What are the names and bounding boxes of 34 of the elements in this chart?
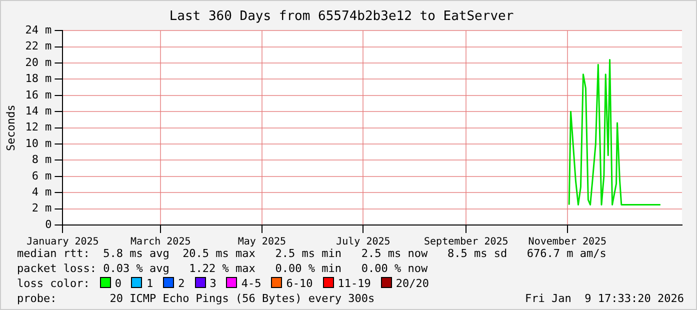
y-tick-label: 10 m [25, 136, 52, 150]
y-tick-label: 0 [45, 218, 52, 231]
x-tick-label: July 2025 [336, 236, 390, 248]
y-tick-label: 12 m [25, 120, 52, 134]
y-tick-label: 18 m [25, 72, 52, 86]
y-tick-label: 6 m [32, 169, 52, 182]
x-tick-label: May 2025 [238, 236, 286, 248]
text: 6-10 [286, 277, 313, 290]
text: 1 [146, 277, 154, 290]
text: 4-5 [241, 277, 262, 290]
text: median rtt: 5.8 ms avg 20.5 ms max 2.5 ms min 2.5 ms now 8.5 ms sd 676.7 m am/s [17, 247, 606, 260]
text: loss color: [17, 277, 90, 290]
x-tick-label: November 2025 [528, 236, 607, 248]
x-tick-label: September 2025 [424, 236, 508, 248]
text: 11-19 [338, 277, 371, 290]
text: probe: 20 ICMP Echo Pings (56 Bytes) every 300s [17, 292, 375, 305]
x-tick-label: January 2025 [26, 236, 99, 248]
y-tick-label: 22 m [25, 40, 52, 53]
y-tick-label: 24 m [25, 23, 52, 36]
y-axis-title: Seconds [4, 104, 18, 151]
text: 0 [114, 277, 122, 290]
y-tick-label: 2 m [32, 202, 52, 215]
x-tick-label: March 2025 [130, 236, 191, 248]
y-tick-label: 20 m [25, 56, 52, 69]
text: 3 [210, 277, 216, 290]
text: packet loss: 0.03 % avg 1.22 % max 0.00 % min 0.00 % now [17, 262, 428, 275]
y-tick-label: 14 m [25, 104, 52, 118]
text: 20/20 [396, 277, 429, 290]
y-tick-label: 16 m [25, 88, 52, 102]
text: Fri Jan 9 17:33:20 2026 [525, 292, 684, 305]
chart-title: Last 360 Days from 65574b2b3e12 to EatServer [169, 9, 514, 24]
y-tick-label: 4 m [32, 185, 52, 198]
y-tick-label: 8 m [32, 153, 52, 166]
text: 2 [178, 277, 185, 290]
